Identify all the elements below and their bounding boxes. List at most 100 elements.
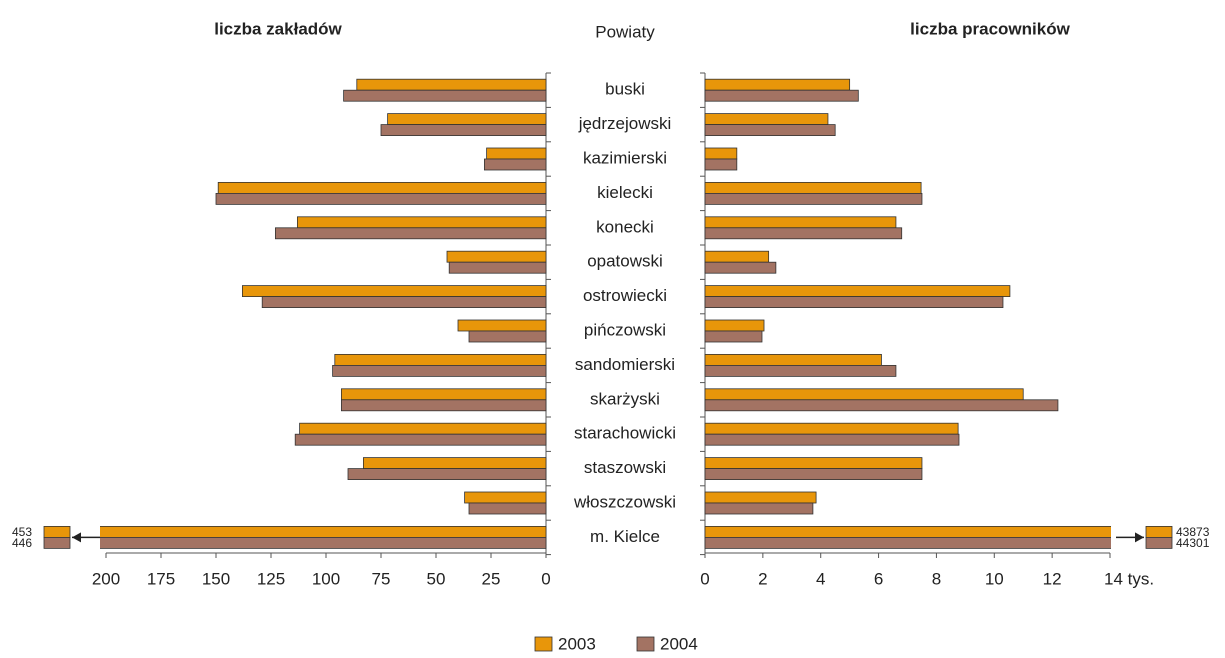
overflow-box [1145, 526, 1173, 538]
left-title: liczba zakładów [214, 19, 342, 38]
x-tick-label: 75 [372, 569, 391, 588]
bar [704, 147, 738, 160]
bar [704, 457, 923, 470]
bar [468, 502, 547, 515]
bar [704, 502, 814, 515]
category-label: buski [605, 80, 645, 99]
overflow-label: 44301 [1176, 536, 1210, 550]
x-tick-label: 150 [202, 569, 230, 588]
bar [704, 113, 829, 125]
category-label: starachowicki [574, 424, 676, 443]
bar [296, 216, 547, 229]
category-title: Powiaty [595, 22, 655, 41]
bar [241, 285, 547, 298]
x-tick-label: 14 tys. [1104, 569, 1154, 588]
bar [704, 78, 851, 91]
x-tick-label: 6 [874, 569, 883, 588]
overflow-label: 446 [12, 536, 32, 550]
bar [704, 285, 1011, 298]
bar [704, 319, 765, 332]
bars [100, 78, 547, 549]
bar [340, 399, 547, 412]
bar [343, 89, 547, 102]
bar [483, 158, 547, 171]
bar [100, 537, 547, 549]
bar [704, 399, 1059, 412]
bar [704, 124, 836, 136]
x-tick-label: 50 [427, 569, 446, 588]
legend-swatch [636, 636, 655, 652]
x-tick-label: 0 [541, 569, 550, 588]
bar [704, 216, 897, 229]
bar [704, 158, 738, 171]
x-tick-label: 200 [92, 569, 120, 588]
bar [704, 89, 859, 102]
category-label: kazimierski [583, 148, 667, 167]
category-label: jędrzejowski [578, 114, 672, 133]
bar [704, 422, 959, 435]
category-label: kielecki [597, 183, 653, 202]
x-tick-label: 2 [758, 569, 767, 588]
bar [464, 491, 547, 504]
arrow-head [72, 532, 81, 543]
category-label: sandomierski [575, 355, 675, 374]
bar [299, 422, 547, 435]
category-label: skarżyski [590, 389, 660, 408]
bar [340, 388, 547, 401]
bar [332, 364, 547, 377]
bar [356, 78, 547, 91]
bar [486, 147, 547, 160]
bar [362, 457, 547, 470]
bar [704, 388, 1024, 401]
category-label: konecki [596, 217, 654, 236]
overflow-box [43, 526, 71, 538]
bar [704, 192, 923, 205]
arrow-head [1135, 532, 1144, 543]
x-tick-label: 8 [932, 569, 941, 588]
x-tick-label: 175 [147, 569, 175, 588]
bar [704, 250, 770, 263]
bar [387, 113, 547, 125]
bar [215, 192, 547, 205]
bars [704, 78, 1111, 549]
bar [704, 296, 1004, 309]
x-tick-label: 12 [1043, 569, 1062, 588]
bar [274, 227, 547, 240]
bar [704, 526, 1111, 538]
x-tick-label: 100 [312, 569, 340, 588]
overflow-label: 453 [12, 525, 32, 539]
bar [100, 526, 547, 538]
bar [347, 468, 547, 481]
bar [334, 353, 547, 366]
bar [457, 319, 547, 332]
bar [448, 261, 547, 274]
x-tick-label: 4 [816, 569, 825, 588]
category-label: opatowski [587, 252, 663, 271]
bar [704, 330, 763, 343]
legend-label: 2004 [660, 634, 698, 653]
bar [704, 181, 922, 194]
bar [217, 181, 547, 194]
category-label: m. Kielce [590, 527, 660, 546]
x-tick-label: 25 [482, 569, 501, 588]
right-title: liczba pracowników [910, 19, 1070, 38]
category-label: staszowski [584, 458, 666, 477]
category-label: pińczowski [584, 320, 666, 339]
bar [380, 124, 547, 136]
overflow-box [1145, 537, 1173, 549]
x-tick-label: 125 [257, 569, 285, 588]
bar [704, 433, 960, 446]
category-label: włoszczowski [573, 492, 676, 511]
bar [468, 330, 547, 343]
bar [261, 296, 547, 309]
legend-swatch [534, 636, 553, 652]
bar [446, 250, 547, 263]
bar [704, 468, 923, 481]
bar [704, 261, 777, 274]
bar [704, 537, 1111, 549]
category-label: ostrowiecki [583, 286, 667, 305]
overflow-box [43, 537, 71, 549]
x-tick-label: 0 [700, 569, 709, 588]
bar [704, 364, 897, 377]
